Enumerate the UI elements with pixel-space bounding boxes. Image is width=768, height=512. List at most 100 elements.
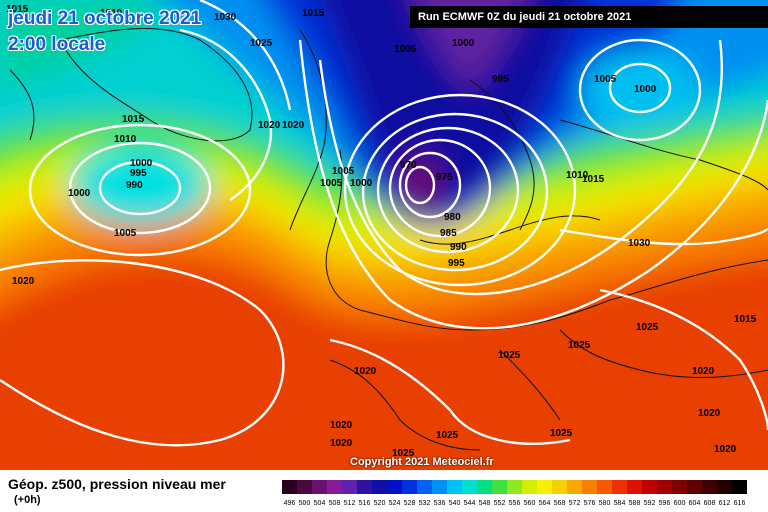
scale-swatch — [687, 480, 702, 494]
geopotential-field — [0, 0, 768, 470]
scale-value-label: 568 — [554, 500, 566, 507]
scale-swatch — [432, 480, 447, 494]
scale-value-label: 616 — [734, 500, 746, 507]
scale-value-label: 572 — [569, 500, 581, 507]
isobar-label: 985 — [440, 228, 457, 239]
isobar-label: 990 — [450, 242, 467, 253]
scale-swatch — [372, 480, 387, 494]
scale-swatch — [477, 480, 492, 494]
isobar-label: 975 — [436, 172, 453, 183]
isobar-label: 1020 — [330, 420, 353, 431]
isobar-label: 1000 — [68, 188, 91, 199]
scale-value-label: 608 — [704, 500, 716, 507]
isobar-label: 1015 — [6, 4, 29, 15]
isobar-label: 1005 — [394, 44, 417, 55]
isobar-label: 995 — [448, 258, 465, 269]
isobar-label: 1000 — [350, 178, 373, 189]
isobar-label: 995 — [130, 168, 147, 179]
scale-value-label: 560 — [524, 500, 536, 507]
scale-value-label: 564 — [539, 500, 551, 507]
scale-value-label: 584 — [614, 500, 626, 507]
scale-swatch — [732, 480, 747, 494]
legend-bar: Géop. z500, pression niveau mer (+0h) 49… — [0, 470, 768, 512]
scale-value-label: 536 — [434, 500, 446, 507]
scale-value-label: 512 — [344, 500, 356, 507]
scale-swatch — [342, 480, 357, 494]
scale-value-label: 516 — [359, 500, 371, 507]
isobar-label: 1020 — [714, 444, 737, 455]
isobar-label: 1010 — [114, 134, 137, 145]
scale-swatch — [507, 480, 522, 494]
scale-value-label: 540 — [449, 500, 461, 507]
isobar-label: 1005 — [114, 228, 137, 239]
scale-value-label: 496 — [284, 500, 296, 507]
isobar-label: 1000 — [634, 84, 657, 95]
scale-value-label: 576 — [584, 500, 596, 507]
scale-swatch — [462, 480, 477, 494]
color-scale: 496 500 504 508 512 516 520 524 528 532 536 540 544 5… — [282, 480, 747, 507]
scale-swatch — [552, 480, 567, 494]
isobar-labels: 1015 1010 1030 1015 1000 1025 1005 995 1… — [6, 4, 757, 459]
isobar-label: 1005 — [320, 178, 343, 189]
legend-title: Géop. z500, pression niveau mer — [8, 476, 226, 492]
isobar-label: 1005 — [594, 74, 617, 85]
scale-value-label: 596 — [659, 500, 671, 507]
map-area: 1015 1010 1030 1015 1000 1025 1005 995 1… — [0, 0, 768, 470]
scale-swatch — [312, 480, 327, 494]
scale-value-label: 520 — [374, 500, 386, 507]
scale-swatch — [417, 480, 432, 494]
scale-swatch — [567, 480, 582, 494]
scale-swatch — [297, 480, 312, 494]
geopotential-map: 1015 1010 1030 1015 1000 1025 1005 995 1… — [0, 0, 768, 470]
scale-swatch — [657, 480, 672, 494]
isobar-label: 1030 — [628, 238, 651, 249]
scale-value-label: 604 — [689, 500, 701, 507]
isobar-label: 1020 — [692, 366, 715, 377]
scale-swatch — [282, 480, 297, 494]
scale-value-label: 556 — [509, 500, 521, 507]
isobar-label: 1025 — [392, 448, 415, 459]
isobar-label: 995 — [492, 74, 509, 85]
isobar-label: 1000 — [452, 38, 475, 49]
isobar-label: 990 — [126, 180, 143, 191]
scale-swatch — [702, 480, 717, 494]
scale-swatch — [612, 480, 627, 494]
coastlines — [9, 28, 768, 451]
model-run-label: Run ECMWF 0Z du jeudi 21 octobre 2021 — [410, 6, 768, 28]
scale-swatch — [492, 480, 507, 494]
isobar-label: 1025 — [250, 38, 273, 49]
scale-value-label: 612 — [719, 500, 731, 507]
scale-value-label: 500 — [299, 500, 311, 507]
isobar-label: 1030 — [214, 12, 237, 23]
isobar-label: 1015 — [582, 174, 605, 185]
legend-subtitle: (+0h) — [14, 494, 41, 506]
scale-swatch — [357, 480, 372, 494]
scale-value-label: 600 — [674, 500, 686, 507]
isobar-label: 1000 — [130, 158, 153, 169]
scale-value-label: 592 — [644, 500, 656, 507]
isobar-label: 1020 — [698, 408, 721, 419]
isobar-label: 1015 — [734, 314, 757, 325]
scale-swatch — [447, 480, 462, 494]
isobar-label: 980 — [444, 212, 461, 223]
scale-value-label: 544 — [464, 500, 476, 507]
scale-swatch — [597, 480, 612, 494]
scale-swatch — [717, 480, 732, 494]
scale-value-label: 508 — [329, 500, 341, 507]
scale-swatch — [522, 480, 537, 494]
copyright-text: Copyright 2021 Meteociel.fr — [350, 456, 494, 468]
scale-swatch — [327, 480, 342, 494]
isobar-label: 1005 — [332, 166, 355, 177]
scale-value-label: 580 — [599, 500, 611, 507]
isobar-label: 1015 — [302, 8, 325, 19]
isobar-label: 1010 — [566, 170, 589, 181]
scale-value-label: 548 — [479, 500, 491, 507]
scale-swatch — [672, 480, 687, 494]
isobar-label: 1025 — [436, 430, 459, 441]
isobar-label: 1025 — [636, 322, 659, 333]
scale-swatch — [642, 480, 657, 494]
scale-value-label: 528 — [404, 500, 416, 507]
map-time-title: 2:00 locale — [8, 34, 106, 55]
isobar-label: 1025 — [498, 350, 521, 361]
